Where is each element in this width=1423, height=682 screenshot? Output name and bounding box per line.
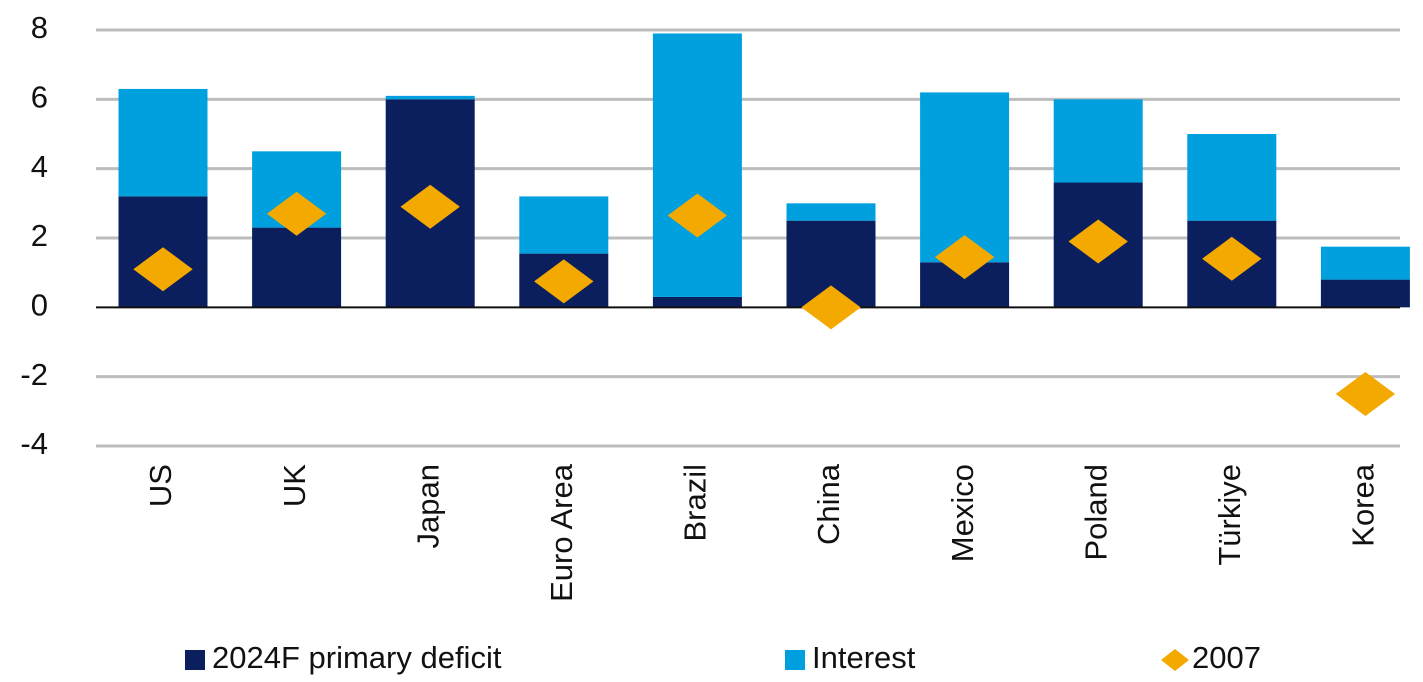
x-tick-label: Japan: [410, 464, 445, 548]
y-tick-label: 2: [31, 218, 48, 253]
bar: [252, 227, 342, 308]
x-tick-label: US: [143, 464, 178, 507]
marker: [1202, 236, 1262, 281]
y-tick-label: -4: [20, 426, 48, 461]
marker: [667, 193, 728, 238]
x-tick-label: Poland: [1078, 464, 1113, 561]
marker: [1335, 372, 1396, 416]
marker: [934, 235, 995, 280]
x-tick-label: China: [811, 463, 846, 545]
bar: [652, 296, 742, 308]
x-tick-label: Euro Area: [544, 463, 579, 602]
bar: [519, 196, 609, 254]
marker: [400, 184, 460, 229]
legend-label: Interest: [812, 640, 916, 675]
y-tick-label: 4: [31, 149, 48, 184]
marker: [266, 191, 327, 236]
legend-swatch: [785, 650, 805, 670]
legend-swatch: [1161, 649, 1189, 671]
bar: [786, 203, 876, 221]
x-tick-label: Mexico: [945, 464, 980, 562]
x-tick-label: Türkiye: [1212, 464, 1247, 566]
legend-swatch: [185, 650, 205, 670]
x-tick-label: Korea: [1346, 463, 1381, 546]
legend-label: 2007: [1192, 640, 1261, 675]
bar: [1320, 246, 1410, 280]
x-tick-label: Brazil: [678, 464, 713, 542]
bar: [652, 33, 742, 297]
y-tick-label: 6: [31, 80, 48, 115]
y-tick-label: 8: [31, 10, 48, 45]
bar: [1320, 279, 1410, 308]
y-tick-label: -2: [20, 357, 48, 392]
legend-label: 2024F primary deficit: [212, 640, 502, 675]
marker: [801, 285, 861, 330]
bar: [1187, 134, 1277, 221]
bar: [118, 88, 208, 197]
bar: [1053, 99, 1143, 183]
bar: [920, 92, 1010, 263]
marker: [1068, 219, 1128, 264]
x-tick-label: UK: [277, 464, 312, 507]
marker: [534, 259, 594, 304]
y-tick-label: 0: [31, 288, 48, 323]
bar: [385, 95, 475, 100]
marker: [133, 247, 193, 292]
